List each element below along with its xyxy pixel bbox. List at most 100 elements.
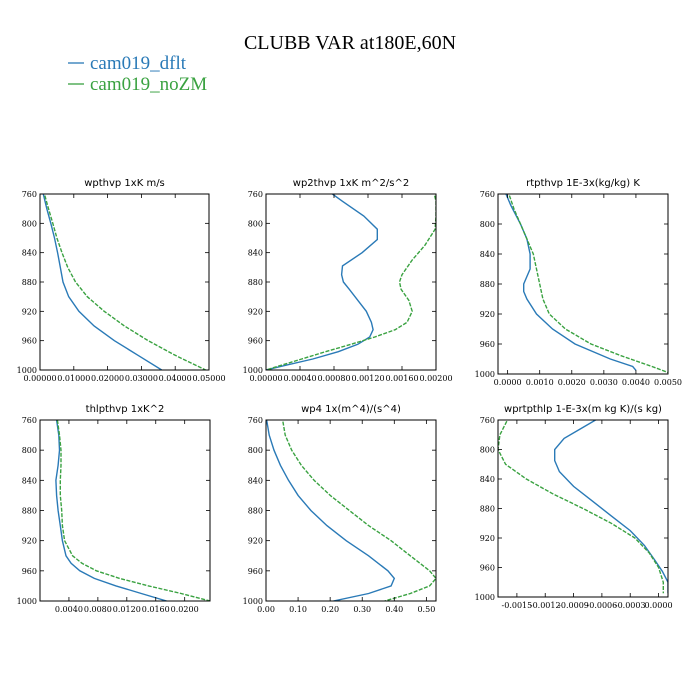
y-tick-label: 800: [480, 446, 495, 455]
y-tick-label: 1000: [475, 370, 495, 379]
y-tick-label: 920: [248, 537, 263, 546]
panel-2: wp2thvp 1xK m^2/s^2 760 800 840 880 920 960 100…: [243, 178, 453, 383]
y-tick-label: 760: [22, 416, 37, 425]
x-tick-label: -0.0009: [558, 601, 589, 610]
y-tick-label: 880: [248, 507, 263, 516]
x-tick-label: 0.04000: [159, 374, 192, 383]
y-tick-label: 880: [480, 505, 495, 514]
y-tick-label: 880: [480, 280, 495, 289]
x-tick-label: 0.00000: [23, 374, 56, 383]
x-tick-label: -0.0006: [587, 601, 618, 610]
y-tick-label: 840: [22, 476, 37, 485]
x-tick-label: -0.0012: [530, 601, 561, 610]
panel-title: wp4 1x(m^4)/(s^4): [301, 404, 401, 415]
x-tick-label: 0.00200: [419, 374, 452, 383]
y-tick-label: 960: [248, 567, 263, 576]
y-tick-label: 880: [22, 278, 37, 287]
panel-4: thlpthvp 1xK^2 760 800 840 880 920 960 1000 0.00…: [17, 404, 211, 614]
x-tick-label: 0.0000: [645, 601, 673, 610]
y-tick-label: 760: [480, 416, 495, 425]
y-tick-label: 800: [480, 220, 495, 229]
x-tick-label: 0.0050: [654, 378, 682, 387]
y-tick-label: 760: [248, 416, 263, 425]
x-tick-label: 0.0000: [494, 378, 522, 387]
y-tick-label: 840: [22, 249, 37, 258]
panel-title: wp2thvp 1xK m^2/s^2: [293, 178, 409, 189]
y-tick-label: 800: [22, 446, 37, 455]
panel-title: rtpthvp 1E-3x(kg/kg) K: [526, 178, 640, 189]
plot-frame: [39, 419, 211, 602]
x-tick-label: 0.50: [417, 605, 435, 614]
x-tick-label: -0.0015: [502, 601, 533, 610]
x-tick-label: -0.0003: [615, 601, 646, 610]
x-tick-label: 0.00000: [249, 374, 282, 383]
y-tick-label: 1000: [475, 593, 495, 602]
plot-frame: [265, 193, 437, 371]
y-tick-label: 960: [480, 340, 495, 349]
panel-6: wprtpthlp 1-E-3x(m kg K)/(s kg) 760 800 840…: [475, 404, 673, 610]
x-tick-label: 0.0080: [84, 605, 112, 614]
x-tick-label: 0.00160: [385, 374, 418, 383]
y-tick-label: 840: [248, 476, 263, 485]
series-line-cam019_noZM: [56, 420, 210, 601]
y-tick-label: 1000: [243, 366, 263, 375]
series-line-cam019_noZM: [281, 420, 436, 601]
x-tick-label: 0.0020: [558, 378, 586, 387]
y-tick-label: 920: [22, 537, 37, 546]
series-line-cam019_dflt: [266, 194, 378, 370]
panel-title: wpthvp 1xK m/s: [84, 178, 165, 189]
y-tick-label: 880: [22, 507, 37, 516]
y-tick-label: 840: [480, 475, 495, 484]
panel-5: wp4 1x(m^4)/(s^4)76080084088092096010000…: [243, 404, 437, 614]
x-tick-label: 0.00120: [351, 374, 384, 383]
series-line-cam019_dflt: [42, 194, 163, 370]
series-line-cam019_noZM: [266, 194, 436, 370]
legend-label-dflt: cam019_dflt: [90, 53, 187, 74]
y-tick-label: 960: [22, 567, 37, 576]
y-tick-label: 920: [480, 534, 495, 543]
x-tick-label: 0.01000: [57, 374, 90, 383]
panels: wpthvp 1xK m/s76080084088092096010000.00…: [17, 178, 682, 614]
y-tick-label: 960: [248, 337, 263, 346]
series-line-cam019_noZM: [498, 420, 664, 594]
y-tick-label: 880: [248, 278, 263, 287]
plot-frame: [497, 419, 669, 598]
legend: cam019_dflt cam019_noZM: [68, 53, 207, 95]
panel-3: rtpthvp 1E-3x(kg/kg) K 760 800 840 880 920 960…: [475, 178, 682, 387]
x-tick-label: 0.0010: [526, 378, 554, 387]
x-tick-label: 0.02000: [91, 374, 124, 383]
y-tick-label: 800: [248, 219, 263, 228]
series-line-cam019_dflt: [55, 420, 167, 601]
y-tick-label: 840: [480, 250, 495, 259]
x-tick-label: 0.0120: [113, 605, 141, 614]
figure-title: CLUBB VAR at180E,60N: [244, 32, 456, 54]
series-line-cam019_dflt: [266, 420, 396, 601]
x-tick-label: 0.0160: [142, 605, 170, 614]
y-tick-label: 1000: [243, 597, 263, 606]
y-tick-label: 1000: [17, 597, 37, 606]
panel-title: wprtpthlp 1-E-3x(m kg K)/(s kg): [504, 404, 662, 415]
y-tick-label: 920: [248, 307, 263, 316]
y-tick-label: 760: [480, 190, 495, 199]
x-tick-label: 0.00: [257, 605, 275, 614]
x-tick-label: 0.0040: [55, 605, 83, 614]
panel-1: wpthvp 1xK m/s 760 800 840 880 920 960 10000.00…: [17, 178, 226, 383]
legend-label-nozm: cam019_noZM: [90, 74, 207, 95]
series-line-cam019_dflt: [554, 420, 668, 594]
x-tick-label: 0.05000: [192, 374, 225, 383]
x-tick-label: 0.0030: [590, 378, 618, 387]
y-tick-label: 760: [22, 190, 37, 199]
y-tick-label: 800: [248, 446, 263, 455]
x-tick-label: 0.0040: [622, 378, 650, 387]
y-tick-label: 1000: [17, 366, 37, 375]
y-tick-label: 920: [22, 307, 37, 316]
series-line-cam019_noZM: [508, 194, 668, 374]
x-tick-label: 0.00040: [283, 374, 316, 383]
series-line-cam019_dflt: [505, 194, 637, 371]
x-tick-label: 0.20: [321, 605, 339, 614]
x-tick-label: 0.03000: [125, 374, 158, 383]
x-tick-label: 0.10: [289, 605, 307, 614]
y-tick-label: 960: [480, 564, 495, 573]
y-tick-label: 840: [248, 249, 263, 258]
